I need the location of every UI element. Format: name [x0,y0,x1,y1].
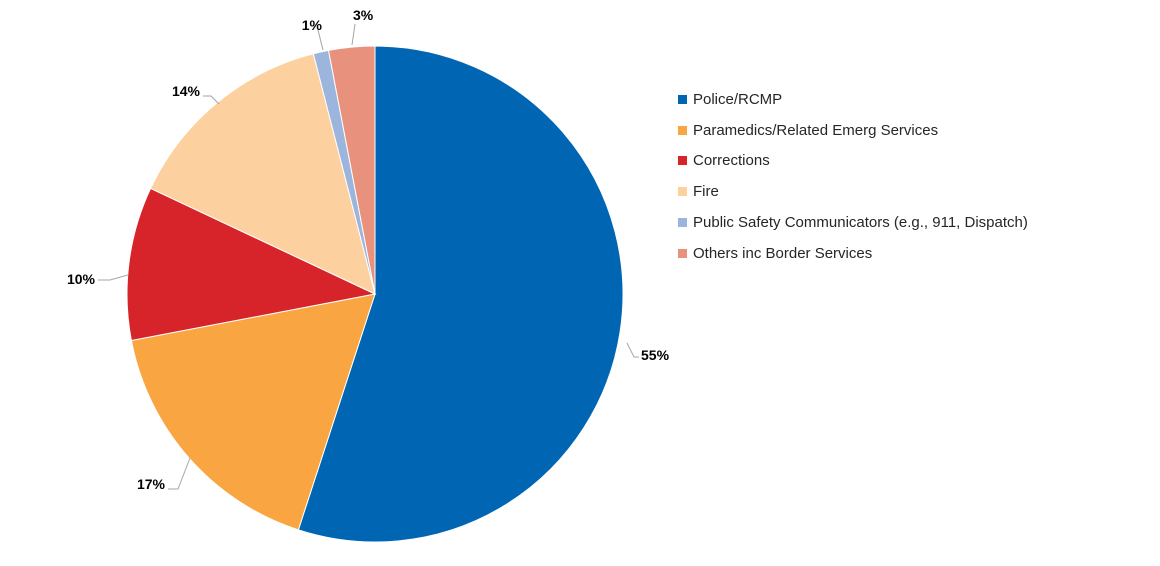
legend-swatch [678,94,687,104]
leader-line [98,274,129,281]
pie-slice-0[interactable] [297,45,624,543]
legend-item-communicators[interactable]: Public Safety Communicators (e.g., 911, … [678,207,1028,238]
legend-label: Police/RCMP [693,90,783,108]
pie-slice-3[interactable] [149,53,376,295]
leader-lines [98,23,639,490]
legend-label: Public Safety Communicators (e.g., 911, … [693,214,1028,232]
pie-slice-1[interactable] [130,293,376,531]
legend-label: Fire [693,183,719,201]
legend-label: Paramedics/Related Emerg Services [693,121,939,139]
leader-line [351,23,356,46]
pie-slice-5[interactable] [327,45,376,295]
data-label: 14% [172,83,201,99]
legend-swatch [678,156,687,166]
legend: Police/RCMP Paramedics/Related Emerg Ser… [678,84,1028,269]
data-label: 55% [641,347,670,363]
leader-line [203,95,220,105]
leader-line [317,29,324,51]
data-label: 3% [353,7,374,23]
legend-swatch [678,248,687,258]
legend-item-others[interactable]: Others inc Border Services [678,238,1028,269]
data-label: 17% [137,476,166,492]
legend-swatch [678,125,687,135]
data-label: 10% [67,271,96,287]
legend-swatch [678,218,687,228]
legend-item-paramedics[interactable]: Paramedics/Related Emerg Services [678,115,1028,146]
pie-slices [126,45,624,543]
leader-line [626,342,639,358]
legend-item-police[interactable]: Police/RCMP [678,84,1028,115]
leader-line [168,457,191,490]
legend-label: Others inc Border Services [693,244,873,262]
legend-item-corrections[interactable]: Corrections [678,146,1028,177]
data-labels: 55% 17% 10% 14% 1% 3% [67,7,670,492]
legend-label: Corrections [693,152,770,170]
data-label: 1% [302,17,323,33]
legend-item-fire[interactable]: Fire [678,176,1028,207]
legend-swatch [678,187,687,197]
pie-slice-2[interactable] [126,187,377,342]
